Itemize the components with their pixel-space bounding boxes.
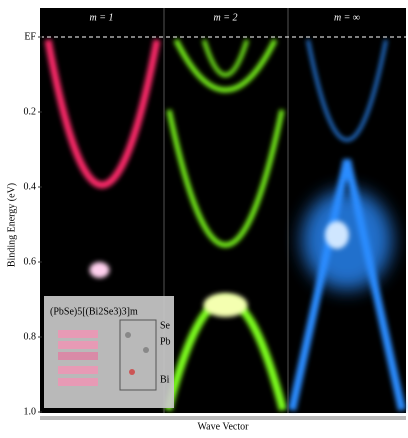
y-tick-label: 0.6: [24, 256, 37, 267]
panel-label: m = ∞: [334, 12, 360, 23]
inset-formula: (PbSe)5[(Bi2Se3)3]m: [50, 306, 138, 317]
inset-atom: Bi: [160, 374, 170, 385]
y-tick-label: 0.4: [24, 181, 37, 192]
y-tick-label: 0.8: [24, 331, 37, 342]
y-tick-label: 0.2: [24, 106, 37, 117]
figure: (PbSe)5[(Bi2Se3)3]m Se Pb Bi Wave Vector…: [0, 0, 408, 433]
x-axis-label: Wave Vector: [198, 421, 250, 432]
band-glow: [325, 221, 349, 249]
panel-label: m = 2: [214, 12, 238, 23]
y-axis-label: Binding Energy (eV): [6, 183, 17, 267]
inset-atom: Pb: [160, 336, 171, 347]
y-tick-label: 1.0: [24, 406, 37, 417]
x-axis-bar: [40, 416, 406, 420]
inset-atom: Se: [160, 320, 171, 331]
y-tick-label: EF: [24, 31, 36, 42]
band-glow: [90, 262, 110, 278]
panel-label: m = 1: [90, 12, 114, 23]
band-glow: [204, 293, 248, 317]
